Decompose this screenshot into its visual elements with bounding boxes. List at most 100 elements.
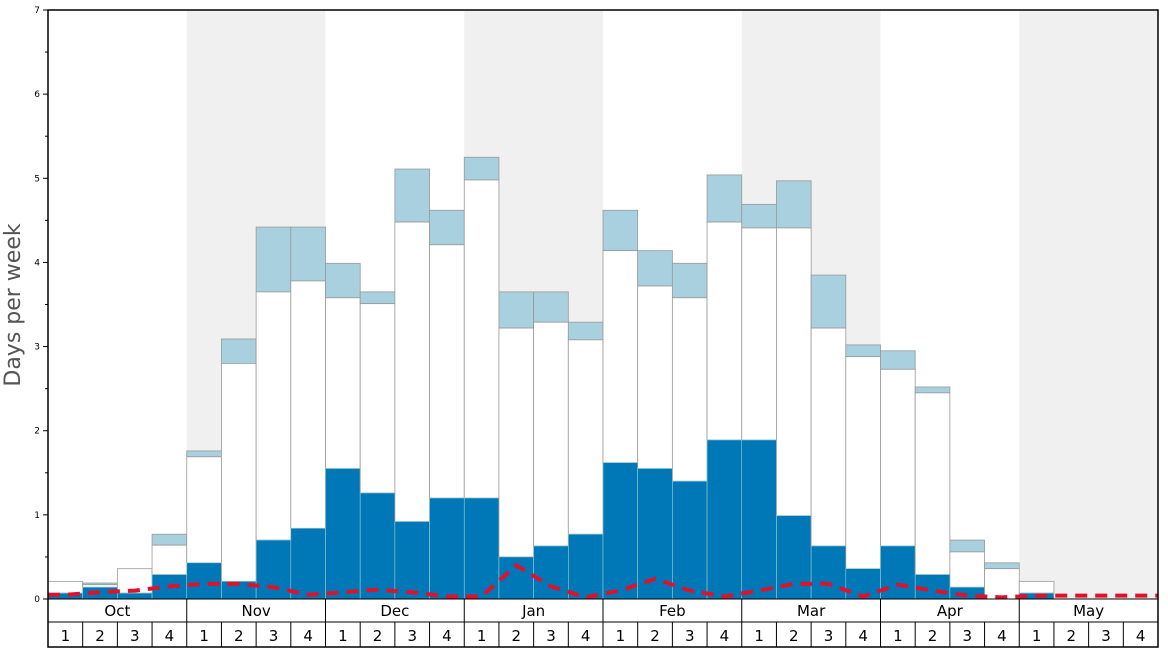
- week-label: 3: [1101, 627, 1111, 645]
- y-tick-label: 5: [34, 174, 40, 184]
- month-label-feb: Feb: [659, 602, 686, 620]
- week-label: 4: [997, 627, 1007, 645]
- month-label-oct: Oct: [104, 602, 130, 620]
- bar-white-segment: [776, 227, 812, 517]
- bar-light-segment: [429, 209, 465, 246]
- week-label: 4: [1136, 627, 1146, 645]
- bar-white-segment: [290, 280, 326, 529]
- week-label: 2: [1067, 627, 1077, 645]
- bar-light-segment: [394, 168, 430, 223]
- bar-light-segment: [637, 250, 673, 287]
- week-label: 2: [789, 627, 799, 645]
- week-label: 3: [269, 627, 279, 645]
- bar-white-segment: [741, 227, 777, 441]
- week-label: 3: [824, 627, 834, 645]
- bar-light-segment: [776, 180, 812, 229]
- y-tick-label: 7: [34, 6, 40, 16]
- y-tick-label: 3: [34, 343, 40, 353]
- bar-dark-segment: [810, 545, 847, 600]
- dashed-line: [48, 562, 1158, 600]
- week-label: 2: [95, 627, 105, 645]
- bar-light-segment: [949, 539, 985, 553]
- dashed-line-series: [48, 562, 1158, 600]
- bar-white-segment: [602, 250, 639, 464]
- bar-dark-segment: [602, 462, 638, 600]
- week-label: 2: [512, 627, 522, 645]
- month-label-may: May: [1073, 602, 1104, 620]
- bar-dark-segment: [463, 497, 500, 600]
- y-tick-label: 4: [34, 258, 40, 268]
- bar-dark-segment: [394, 521, 430, 600]
- y-axis-label: Days per week: [1, 223, 26, 386]
- bar-white-segment: [82, 584, 118, 588]
- bar-white-segment: [151, 544, 188, 575]
- bar-white-segment: [914, 392, 951, 575]
- bar-dark-segment: [672, 480, 708, 600]
- week-label: 3: [962, 627, 972, 645]
- week-label: 2: [928, 627, 938, 645]
- bar-light-segment: [741, 203, 777, 229]
- bar-white-segment: [671, 297, 708, 482]
- bar-light-segment: [255, 226, 292, 293]
- week-label: 1: [199, 627, 209, 645]
- bar-white-segment: [1018, 580, 1055, 594]
- bar-light-segment: [151, 533, 188, 546]
- week-label: 2: [234, 627, 244, 645]
- bar-dark-segment: [706, 439, 743, 600]
- bar-light-segment: [221, 338, 257, 364]
- bar-light-segment: [880, 350, 916, 370]
- bar-light-segment: [533, 291, 569, 323]
- bar-white-segment: [255, 291, 292, 541]
- bar-light-segment: [498, 291, 535, 329]
- bar-light-segment: [359, 291, 396, 305]
- week-label: 4: [720, 627, 730, 645]
- bar-light-segment: [671, 262, 708, 299]
- bar-light-segment: [845, 344, 881, 358]
- bars: [47, 156, 1055, 600]
- axes: 0 1 2 3 4 5 6 7 Oct 1 2 3 4 Nov 1 2 3 4 Dec 1 2 3 4 Jan 1 2 3 4 Feb 1…: [34, 6, 1159, 648]
- bar-white-segment: [533, 321, 569, 547]
- week-label: 4: [165, 627, 175, 645]
- bar-dark-segment: [117, 592, 153, 600]
- y-tick-label: 1: [34, 511, 40, 521]
- week-label: 1: [338, 627, 348, 645]
- week-label: 3: [546, 627, 556, 645]
- bar-white-segment: [845, 356, 881, 570]
- week-label: 2: [650, 627, 660, 645]
- week-label: 4: [303, 627, 313, 645]
- bar-white-segment: [637, 285, 673, 469]
- bar-light-segment: [290, 226, 326, 282]
- bar-white-segment: [810, 327, 847, 547]
- bar-white-segment: [949, 551, 985, 588]
- y-tick-label: 2: [34, 427, 40, 437]
- bar-dark-segment: [255, 539, 292, 600]
- bar-dark-segment: [533, 545, 569, 600]
- month-shade-may: [1019, 10, 1158, 599]
- bar-dark-segment: [429, 497, 465, 600]
- month-label-mar: Mar: [797, 602, 826, 620]
- bar-light-segment: [914, 386, 951, 394]
- bar-light-segment: [984, 562, 1020, 570]
- week-label: 2: [373, 627, 383, 645]
- bar-light-segment: [186, 450, 222, 458]
- bar-dark-segment: [741, 439, 777, 600]
- bar-white-segment: [186, 456, 222, 564]
- bar-white-segment: [325, 297, 361, 469]
- month-label-jan: Jan: [521, 602, 545, 620]
- bar-light-segment: [810, 274, 847, 329]
- bar-light-segment: [325, 262, 361, 299]
- bar-white-segment: [47, 580, 84, 594]
- week-label: 1: [61, 627, 71, 645]
- bar-white-segment: [984, 568, 1020, 600]
- bar-dark-segment: [325, 468, 361, 600]
- month-label-dec: Dec: [380, 602, 409, 620]
- bar-white-segment: [463, 179, 500, 499]
- bar-white-segment: [394, 221, 430, 522]
- bar-dark-segment: [290, 528, 326, 600]
- y-tick-label: 0: [34, 595, 40, 605]
- bar-light-segment: [706, 174, 743, 223]
- week-label: 4: [581, 627, 591, 645]
- y-tick-label: 6: [34, 90, 40, 100]
- bar-white-segment: [567, 339, 604, 535]
